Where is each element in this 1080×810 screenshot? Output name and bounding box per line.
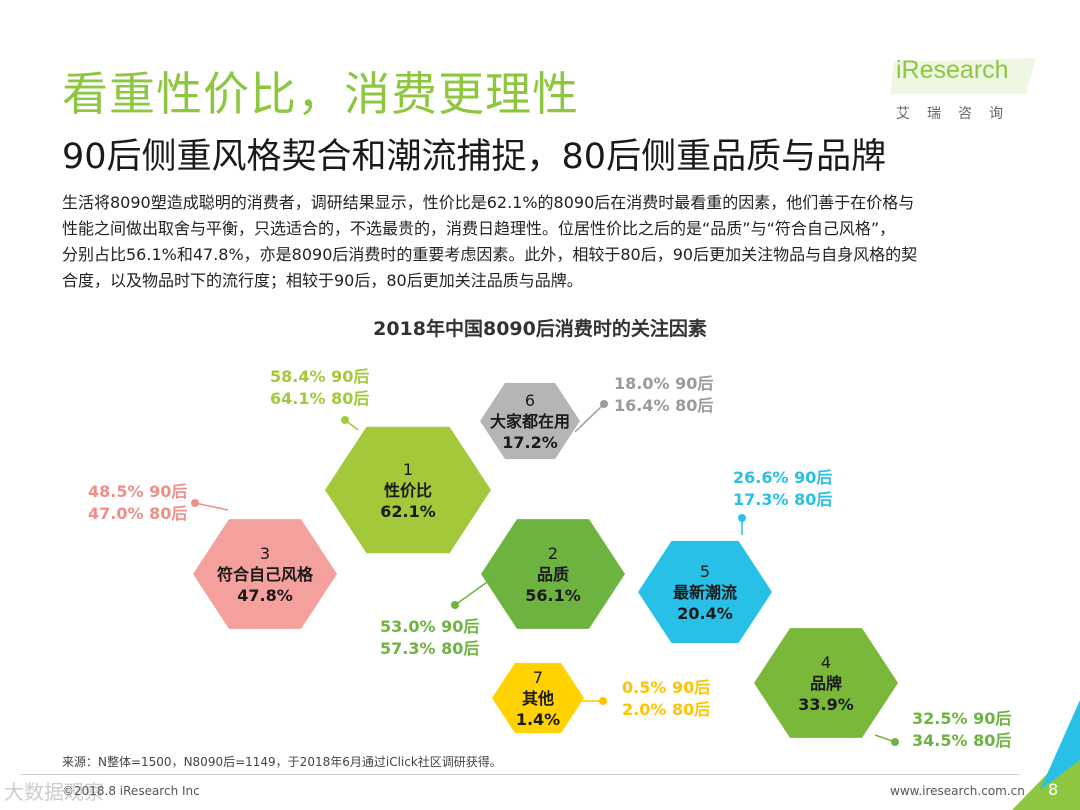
page-number: 8	[1048, 780, 1059, 799]
source-note: 来源：N整体=1500，N8090后=1149，于2018年6月通过iClick…	[62, 755, 502, 769]
hexagon-rank: 2	[548, 544, 558, 563]
callout-dot	[738, 514, 746, 522]
callout-label: 47.0% 80后	[88, 504, 187, 523]
hexagon-shape	[325, 426, 491, 554]
callout-label: 0.5% 90后	[622, 678, 710, 697]
hexagon-name: 品质	[537, 565, 569, 584]
paragraph-line: 合度，以及物品时下的流行度；相较于90后，80后更加关注品质与品牌。	[62, 271, 583, 290]
hexagon-value: 56.1%	[525, 586, 581, 605]
hexagon-name: 性价比	[384, 481, 432, 500]
hexagon-item-4: 4 品牌 33.9% 32.5% 90后 34.5% 80后	[754, 628, 1011, 750]
hexagon-item-2: 2 品质 56.1% 53.0% 90后 57.3% 80后	[380, 519, 625, 658]
hexagon-shape	[492, 662, 584, 734]
logo-chinese: 艾瑞咨询	[896, 106, 1020, 122]
hexagon-shape	[754, 628, 898, 738]
hexagon-value: 20.4%	[677, 604, 733, 623]
hexagon-value: 1.4%	[516, 710, 560, 729]
hexagon-item-3: 3 符合自己风格 47.8% 48.5% 90后 47.0% 80后	[88, 482, 337, 629]
hexagon-shape	[193, 519, 337, 629]
hexagon-value: 33.9%	[798, 695, 854, 714]
hexagon-name: 符合自己风格	[217, 565, 314, 584]
watermark: 大数据观察	[4, 780, 104, 804]
callout-line	[194, 502, 229, 511]
hexagon-shape	[480, 382, 580, 460]
callout-line	[454, 579, 491, 606]
iresearch-logo: iResearch 艾瑞咨询	[888, 56, 1038, 126]
hexagon-rank: 5	[700, 562, 710, 581]
hexagon-name: 品牌	[810, 674, 842, 693]
paragraph-line: 性能之间做出取舍与平衡，只选适合的，不选最贵的，消费日趋理性。位居性价比之后的是…	[62, 219, 896, 238]
callout-label: 57.3% 80后	[380, 639, 479, 658]
callout-label: 48.5% 90后	[88, 482, 187, 501]
hexagon-rank: 7	[533, 668, 543, 687]
callout-dot	[451, 601, 459, 609]
hexagon-item-6: 6 大家都在用 17.2% 18.0% 90后 16.4% 80后	[480, 374, 713, 460]
callout-label: 64.1% 80后	[270, 389, 369, 408]
hexagon-item-5: 5 最新潮流 20.4% 26.6% 90后 17.3% 80后	[638, 468, 832, 644]
callout-label: 16.4% 80后	[614, 396, 713, 415]
intro-paragraph: 生活将8090塑造成聪明的消费者，调研结果显示，性价比是62.1%的8090后在…	[62, 190, 1042, 294]
callout-label: 18.0% 90后	[614, 374, 713, 393]
paragraph-line: 分别占比56.1%和47.8%，亦是8090后消费时的重要考虑因素。此外，相较于…	[62, 245, 918, 264]
hexagon-name: 最新潮流	[673, 583, 737, 602]
hexagon-shape	[481, 519, 625, 629]
paragraph-line: 生活将8090塑造成聪明的消费者，调研结果显示，性价比是62.1%的8090后在…	[62, 193, 915, 212]
page-subtitle: 90后侧重风格契合和潮流捕捉，80后侧重品质与品牌	[62, 137, 887, 177]
callout-label: 26.6% 90后	[733, 468, 832, 487]
hexagon-value: 62.1%	[380, 502, 436, 521]
callout-label: 17.3% 80后	[733, 490, 832, 509]
footer-website[interactable]: www.iresearch.com.cn	[890, 784, 1025, 798]
hexagon-name: 其他	[522, 689, 554, 708]
page-title: 看重性价比，消费更理性	[62, 67, 579, 121]
callout-dot	[600, 400, 608, 408]
callout-line	[574, 403, 605, 433]
callout-label: 34.5% 80后	[912, 731, 1011, 750]
chart-title: 2018年中国8090后消费时的关注因素	[373, 318, 707, 340]
hexagon-item-1: 1 性价比 62.1% 58.4% 90后 64.1% 80后	[270, 367, 491, 554]
callout-label: 2.0% 80后	[622, 700, 710, 719]
hexagon-shape	[638, 540, 772, 644]
logo-badge-icon	[890, 58, 1036, 94]
hexagon-rank: 4	[821, 653, 831, 672]
hexagon-value: 17.2%	[502, 433, 558, 452]
hexagon-item-7: 7 其他 1.4% 0.5% 90后 2.0% 80后	[492, 662, 710, 734]
hexagon-value: 47.8%	[237, 586, 293, 605]
hexagon-name: 大家都在用	[490, 412, 570, 431]
callout-label: 53.0% 90后	[380, 617, 479, 636]
hexagon-rank: 1	[403, 460, 413, 479]
hexagon-rank: 6	[525, 391, 535, 410]
footer-divider	[20, 774, 1020, 775]
callout-dot	[891, 738, 899, 746]
logo-wordmark: iResearch	[896, 56, 1009, 84]
callout-label: 32.5% 90后	[912, 709, 1011, 728]
callout-dot	[191, 499, 199, 507]
footer-copyright: ©2018.8 iResearch Inc	[62, 784, 200, 798]
callout-dot	[341, 416, 349, 424]
callout-label: 58.4% 90后	[270, 367, 369, 386]
callout-dot	[599, 697, 607, 705]
hexagon-rank: 3	[260, 544, 270, 563]
